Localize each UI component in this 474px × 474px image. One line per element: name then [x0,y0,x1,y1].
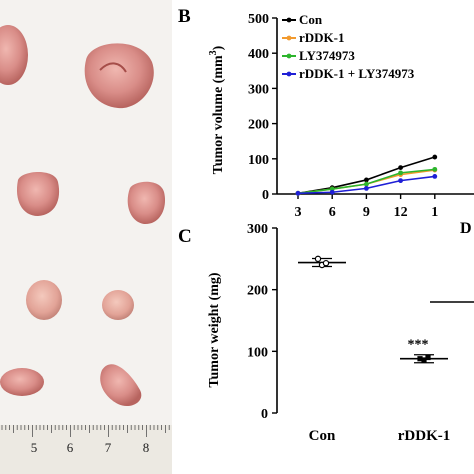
chart-b-ylabel: Tumor volume (mm3) [208,45,226,174]
tumor-ly-1 [26,280,62,320]
tumor-rddk-1 [16,172,60,216]
ruler-ticks [1,425,170,437]
chart-b-point [432,174,438,179]
chart-c-point [421,357,427,363]
chart-c-point [322,259,330,267]
legend-label-con: Con [299,12,323,27]
chart-c-category-label: Con [309,428,336,444]
ruler-number: 8 [143,440,150,455]
ruler-number: 6 [67,440,74,455]
chart-c-ytick-label: 0 [261,407,268,422]
chart-c-point [417,356,423,362]
chart-b-ytick-label: 400 [248,47,269,62]
chart-b-xlabel: D [460,220,472,237]
panel-label-b: B [178,6,191,27]
chart-b-point [295,190,301,196]
chart-c-point [425,354,431,361]
chart-b-xtick-label: 3 [295,205,302,220]
chart-c-ylabel: Tumor weight (mg) [207,272,222,387]
chart-c-ytick-label: 200 [247,284,268,299]
chart-b-ytick-label: 0 [262,188,269,203]
legend-marker [286,53,292,59]
chart-b-point [364,181,369,187]
chart-b-point [398,178,403,184]
chart-b-ytick-label: 200 [248,118,269,133]
tumor-combo-2 [100,364,142,407]
chart-b-ytick-label: 100 [248,153,269,168]
ruler-number: 7 [105,440,112,455]
chart-b-xtick-label: 9 [363,205,370,220]
tumor-vessel [99,62,127,73]
chart-c-point [314,255,322,263]
chart-c-category-label: rDDK-1 [398,428,451,444]
chart-b-point [398,165,403,171]
chart-b-xtick-label: 1 [431,205,438,220]
chart-c-ytick-label: 300 [247,222,268,237]
ruler-number: 5 [31,440,38,455]
tumor-con-1 [0,25,28,85]
chart-b-ytick-label: 300 [248,82,269,97]
tumor-photo: 5 6 7 8 [0,0,172,474]
tumor-ly-2 [102,290,134,320]
chart-b-point [329,189,335,195]
tumor-con-2 [84,43,154,109]
chart-b-xtick-label: 12 [394,205,408,220]
chart-b-point [364,177,369,183]
legend-label-combo: rDDK-1 + LY374973 [299,66,415,81]
chart-b-ytick-label: 500 [248,12,269,27]
tumor-combo-1 [0,368,44,396]
legend-marker [286,35,292,41]
chart-b-point [364,185,369,191]
chart-b-xtick-label: 6 [329,205,336,220]
chart-b-point [432,166,438,172]
legend-marker [286,17,292,23]
chart-b-point [398,170,403,176]
chart-c-significance: *** [408,338,429,353]
chart-b-legend: Con rDDK-1 LY374973 rDDK-1 + LY374973 [282,12,415,81]
legend-label-ly: LY374973 [299,48,355,63]
panel-label-c: C [178,226,192,247]
tumor-rddk-2 [127,181,166,225]
legend-marker [286,71,292,77]
chart-c-ytick-label: 100 [247,345,268,360]
legend-label-rddk1: rDDK-1 [299,30,345,45]
chart-b-point [432,154,438,160]
ruler [0,425,172,474]
